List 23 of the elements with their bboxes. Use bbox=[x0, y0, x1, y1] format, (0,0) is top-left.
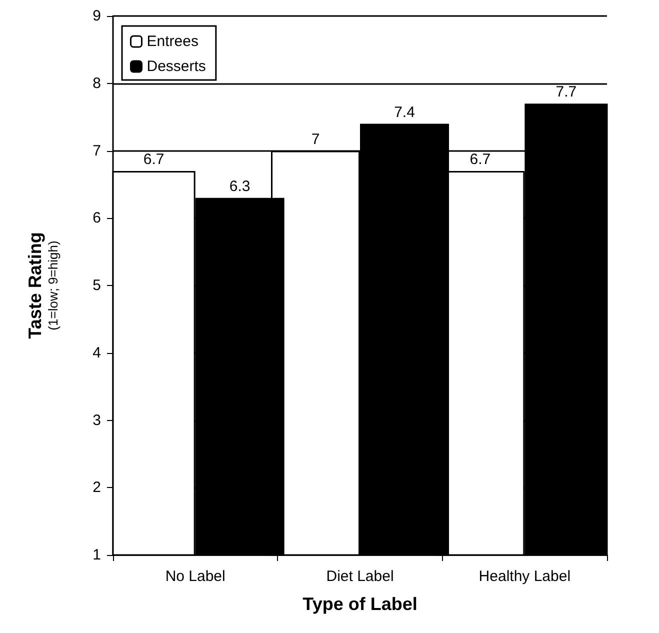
y-tick-label: 2 bbox=[92, 479, 101, 496]
data-label: 6.7 bbox=[143, 150, 164, 168]
data-label: 7 bbox=[311, 130, 320, 148]
data-label: 6.7 bbox=[470, 150, 491, 168]
x-axis-title: Type of Label bbox=[302, 594, 418, 614]
y-axis-title: Taste Rating bbox=[25, 232, 45, 339]
y-tick-label: 8 bbox=[92, 74, 101, 92]
data-label: 7.7 bbox=[556, 84, 577, 101]
y-tick-label: 6 bbox=[92, 210, 101, 227]
y-tick-label: 3 bbox=[92, 412, 101, 429]
data-label: 6.3 bbox=[229, 178, 250, 195]
text: (1=low; 9=high) bbox=[46, 240, 60, 330]
legend-label: Entrees bbox=[146, 33, 198, 50]
y-tick-label: 4 bbox=[92, 344, 101, 362]
x-tick-label: No Label bbox=[165, 568, 226, 585]
x-tick-label: Healthy Label bbox=[478, 568, 571, 585]
x-tick-label: Diet Label bbox=[326, 568, 394, 585]
data-label: 7.4 bbox=[394, 104, 415, 121]
y-tick-label: 1 bbox=[92, 546, 101, 564]
y-tick-label: 5 bbox=[92, 277, 101, 294]
y-tick-label: 7 bbox=[92, 142, 101, 160]
legend-label: Desserts bbox=[146, 58, 206, 75]
y-tick-label: 9 bbox=[92, 8, 101, 24]
